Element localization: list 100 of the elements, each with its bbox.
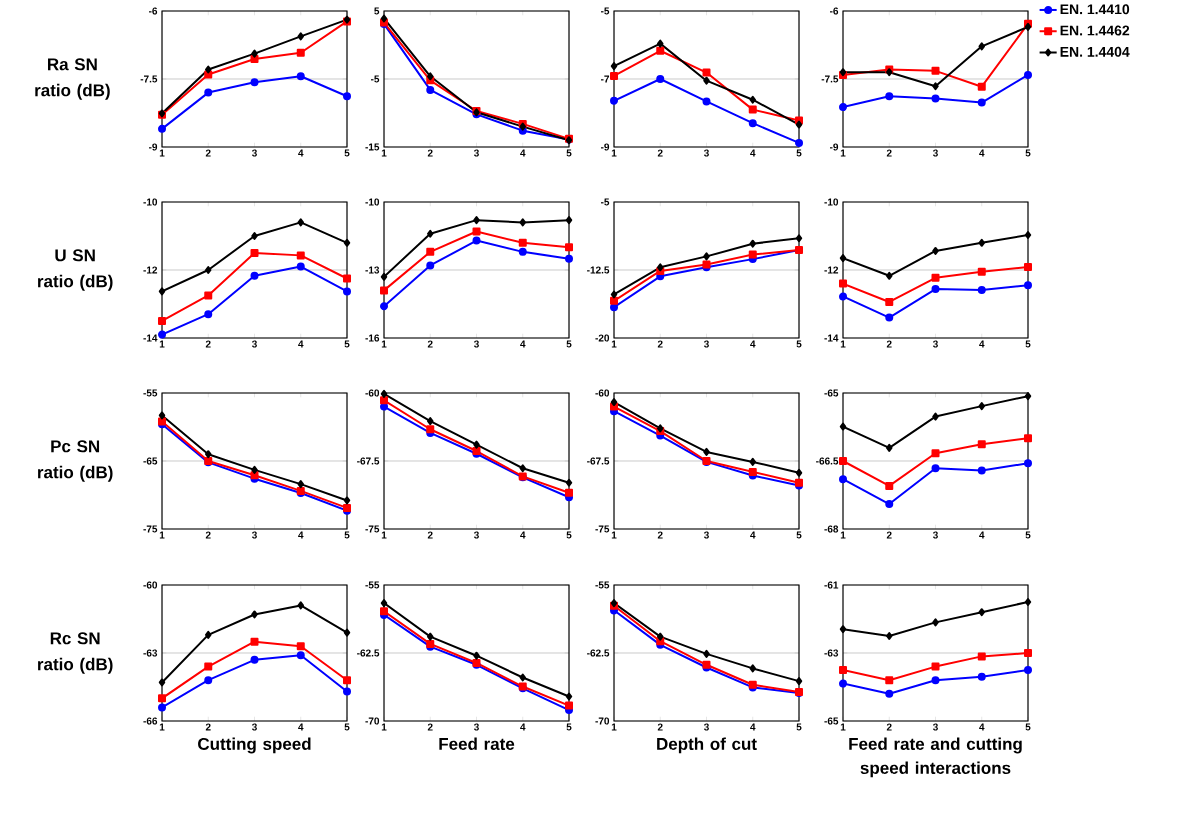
x-tick-label: 5: [1025, 531, 1031, 539]
x-tick-label: 2: [657, 723, 663, 731]
y-tick-label: -6: [148, 7, 158, 15]
x-tick-label: 5: [1025, 149, 1031, 157]
x-tick-label: 4: [298, 149, 304, 157]
x-tick-label: 4: [979, 531, 985, 539]
x-tick-label: 1: [159, 149, 165, 157]
x-tick-label: 2: [427, 531, 433, 539]
x-tick-label: 2: [205, 723, 211, 731]
x-tick-label: 3: [251, 149, 257, 157]
y-tick-label: -20: [595, 334, 610, 342]
y-tick-label: -70: [365, 717, 380, 725]
x-tick-label: 1: [381, 723, 387, 731]
y-tick-label: -60: [365, 389, 380, 397]
y-tick-label: -68: [824, 525, 839, 533]
x-tick-label: 5: [344, 531, 350, 539]
x-axis-title: Feed rate: [439, 737, 515, 750]
x-axis-title: Feed rate and cutting speed interactions: [849, 737, 1022, 778]
legend-label: EN. 1.4410: [1060, 4, 1130, 15]
x-tick-label: 4: [520, 340, 526, 348]
x-tick-label: 5: [344, 723, 350, 731]
y-tick-label: -12: [143, 266, 158, 274]
legend-label: EN. 1.4462: [1060, 25, 1130, 36]
y-tick-label: -65: [143, 457, 158, 465]
y-tick-label: -5: [600, 198, 610, 206]
x-tick-label: 1: [611, 531, 617, 539]
x-tick-label: 1: [611, 340, 617, 348]
x-tick-label: 5: [1025, 340, 1031, 348]
y-tick-label: -14: [143, 334, 158, 342]
y-tick-label: -67.5: [587, 457, 610, 465]
y-tick-label: -70: [595, 717, 610, 725]
x-tick-label: 1: [159, 340, 165, 348]
y-tick-label: -10: [824, 198, 839, 206]
x-tick-label: 4: [750, 149, 756, 157]
legend-label: EN. 1.4404: [1060, 46, 1130, 57]
y-tick-label: -62.5: [357, 649, 380, 657]
y-tick-label: -15: [365, 143, 380, 151]
x-tick-label: 5: [566, 723, 572, 731]
x-tick-label: 3: [251, 531, 257, 539]
x-tick-label: 2: [205, 531, 211, 539]
x-tick-label: 2: [427, 340, 433, 348]
x-tick-label: 3: [703, 340, 709, 348]
x-tick-label: 1: [840, 340, 846, 348]
x-tick-label: 3: [932, 340, 938, 348]
y-tick-label: -55: [595, 581, 610, 589]
x-tick-label: 5: [566, 531, 572, 539]
x-tick-label: 5: [344, 340, 350, 348]
y-tick-label: -75: [595, 525, 610, 533]
x-tick-label: 3: [703, 723, 709, 731]
x-tick-label: 3: [703, 149, 709, 157]
x-tick-label: 4: [298, 340, 304, 348]
y-axis-title: Ra SN ratio (dB): [35, 58, 110, 100]
y-tick-label: -9: [600, 143, 610, 151]
x-tick-label: 4: [520, 531, 526, 539]
y-tick-label: -10: [365, 198, 380, 206]
x-tick-label: 2: [205, 149, 211, 157]
y-axis-title: Rc SN ratio (dB): [38, 632, 113, 674]
y-tick-label: -9: [829, 143, 839, 151]
y-tick-label: -67.5: [357, 457, 380, 465]
x-tick-label: 4: [520, 723, 526, 731]
x-tick-label: 1: [840, 531, 846, 539]
y-tick-label: -65: [824, 389, 839, 397]
x-tick-label: 5: [796, 531, 802, 539]
y-tick-label: -60: [595, 389, 610, 397]
x-tick-label: 3: [932, 149, 938, 157]
x-tick-label: 5: [796, 340, 802, 348]
y-tick-label: -5: [370, 75, 380, 83]
y-tick-label: -75: [143, 525, 158, 533]
x-tick-label: 3: [932, 723, 938, 731]
x-tick-label: 3: [251, 723, 257, 731]
x-tick-label: 2: [886, 340, 892, 348]
y-tick-label: -63: [824, 649, 839, 657]
x-tick-label: 3: [473, 149, 479, 157]
x-tick-label: 1: [611, 723, 617, 731]
x-tick-label: 4: [520, 149, 526, 157]
y-tick-label: -13: [365, 266, 380, 274]
x-tick-label: 2: [205, 340, 211, 348]
y-tick-label: -6: [829, 7, 839, 15]
x-tick-label: 1: [159, 531, 165, 539]
x-tick-label: 5: [796, 723, 802, 731]
y-tick-label: -14: [824, 334, 839, 342]
y-tick-label: -12: [824, 266, 839, 274]
x-tick-label: 2: [886, 723, 892, 731]
y-tick-label: -61: [824, 581, 839, 589]
y-tick-label: -65: [824, 717, 839, 725]
x-tick-label: 2: [427, 723, 433, 731]
x-tick-label: 3: [473, 340, 479, 348]
y-tick-label: -60: [143, 581, 158, 589]
y-tick-label: -7: [600, 75, 610, 83]
x-tick-label: 1: [840, 149, 846, 157]
x-tick-label: 2: [886, 531, 892, 539]
x-tick-label: 5: [566, 149, 572, 157]
x-tick-label: 3: [473, 531, 479, 539]
y-tick-label: -55: [143, 389, 158, 397]
x-tick-label: 5: [344, 149, 350, 157]
x-tick-label: 2: [657, 531, 663, 539]
x-tick-label: 1: [611, 149, 617, 157]
y-tick-label: -5: [600, 7, 610, 15]
x-tick-label: 4: [979, 340, 985, 348]
y-tick-label: -62.5: [587, 649, 610, 657]
